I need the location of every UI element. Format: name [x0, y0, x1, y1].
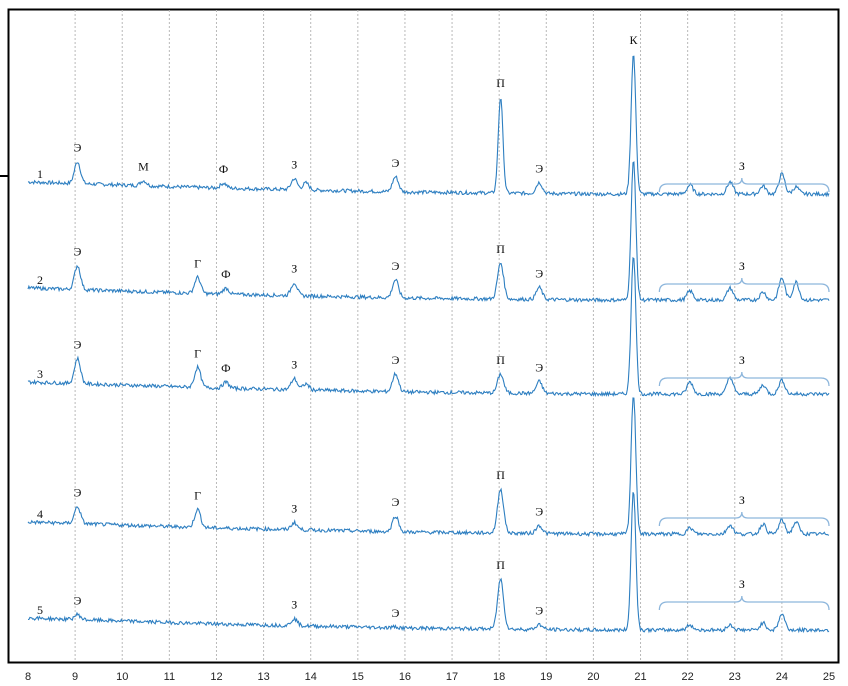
bracket [658, 371, 830, 387]
x-tick-label: 12 [210, 671, 222, 683]
x-tick-label: 19 [540, 671, 552, 683]
peak-label: Э [392, 353, 400, 367]
peak-labels: 1 Э М Ф З Э П Э К 2 Э Г Ф З Э П Э 3 Э Г Ф З Э П Э 4 Э Г З Э П Э 5 Э З Э П Э [37, 33, 638, 620]
curve-number-label: 5 [37, 603, 43, 617]
peak-label: Э [392, 156, 400, 170]
x-tick-label: 11 [164, 671, 175, 683]
curve-number-label: 4 [37, 507, 43, 521]
bracket-label: З [739, 493, 745, 507]
peak-label: Э [74, 141, 82, 155]
x-tick-label: 14 [305, 671, 317, 683]
curves [27, 55, 830, 634]
peak-label: Э [535, 603, 543, 617]
bracket [658, 277, 830, 293]
x-axis-tick-labels: 8 9 10 11 12 13 14 15 16 17 18 19 20 21 22 23 24 25 [25, 671, 835, 683]
x-tick-label: 16 [399, 671, 411, 683]
x-tick-label: 24 [776, 671, 788, 683]
x-tick-label: 23 [729, 671, 741, 683]
peak-label: З [291, 502, 297, 516]
peak-label: Э [74, 594, 82, 608]
x-tick-label: 15 [352, 671, 364, 683]
peak-label: Э [74, 338, 82, 352]
plot-frame [7, 8, 840, 664]
x-tick-label: 22 [682, 671, 694, 683]
bracket [658, 511, 830, 527]
x-tick-label: 17 [446, 671, 458, 683]
peak-label: Э [535, 360, 543, 374]
x-tick-label: 20 [587, 671, 599, 683]
peak-label: Ф [219, 162, 228, 176]
peak-label: З [291, 158, 297, 172]
bracket-label: З [739, 353, 745, 367]
peak-label: П [496, 76, 505, 90]
peak-label: П [496, 558, 505, 572]
bracket-label: З [739, 159, 745, 173]
curve-number-label: 1 [37, 167, 43, 181]
peak-label: Э [535, 266, 543, 280]
bracket-label: З [739, 259, 745, 273]
peak-label: З [291, 358, 297, 372]
bracket [658, 177, 830, 193]
x-tick-label: 18 [493, 671, 505, 683]
peak-label: Э [74, 245, 82, 259]
bracket-label: З [739, 577, 745, 591]
x-tick-label: 8 [25, 671, 31, 683]
peak-label: П [496, 468, 505, 482]
peak-label: Э [392, 495, 400, 509]
peak-label: Э [74, 486, 82, 500]
curve-number-label: 2 [37, 273, 43, 287]
peak-label: Э [535, 504, 543, 518]
x-tick-label: 9 [72, 671, 78, 683]
peak-label: Ф [221, 361, 230, 375]
bracket [658, 595, 830, 611]
peak-label: Э [392, 259, 400, 273]
brackets: З З З З З [658, 159, 830, 611]
curve-number-label: 3 [37, 367, 43, 381]
peak-label: Г [194, 346, 201, 360]
peak-label: М [138, 160, 149, 174]
x-tick-label: 13 [257, 671, 269, 683]
x-tick-label: 10 [116, 671, 128, 683]
curve-5 [28, 492, 830, 634]
curve-3 [27, 257, 830, 398]
peak-label: З [291, 598, 297, 612]
curve-1 [27, 55, 830, 198]
peak-label: К [629, 33, 638, 47]
peak-label: П [496, 242, 505, 256]
grid-lines [74, 10, 783, 662]
curve-2 [27, 161, 830, 304]
peak-label: Г [194, 488, 201, 502]
peak-label: Э [535, 161, 543, 175]
peak-label: Ф [221, 267, 230, 281]
peak-label: Г [194, 256, 201, 270]
peak-label: П [496, 353, 505, 367]
x-tick-label: 21 [634, 671, 646, 683]
x-tick-label: 25 [823, 671, 835, 683]
peak-label: З [291, 262, 297, 276]
peak-label: Э [392, 606, 400, 620]
curve-4 [27, 397, 830, 538]
